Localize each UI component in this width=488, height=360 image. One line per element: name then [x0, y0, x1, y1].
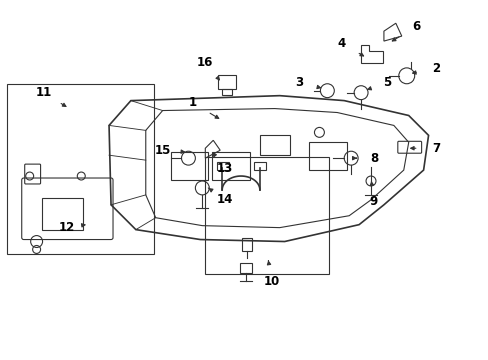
Text: 6: 6: [412, 20, 420, 33]
Bar: [205, 157, 328, 274]
Text: 14: 14: [217, 193, 233, 206]
Bar: [170, 152, 208, 180]
Text: 8: 8: [369, 152, 377, 165]
Bar: [259, 135, 289, 155]
Bar: [41, 198, 83, 230]
Text: 10: 10: [263, 275, 279, 288]
Text: 3: 3: [295, 76, 303, 89]
Bar: [309, 142, 346, 170]
Bar: [222, 89, 232, 95]
Text: 2: 2: [431, 62, 440, 75]
Text: 1: 1: [188, 96, 196, 109]
Bar: [218, 75, 236, 89]
Text: 11: 11: [35, 86, 52, 99]
Bar: [253, 162, 265, 170]
Text: 7: 7: [431, 142, 440, 155]
Bar: [212, 152, 249, 180]
Bar: [240, 264, 251, 273]
Text: 4: 4: [336, 37, 345, 50]
Text: 9: 9: [369, 195, 377, 208]
Text: 15: 15: [154, 144, 170, 157]
Text: 5: 5: [382, 76, 390, 89]
Bar: [7, 84, 153, 255]
Text: 13: 13: [217, 162, 233, 175]
Bar: [242, 238, 251, 251]
Text: 12: 12: [58, 221, 74, 234]
Text: 16: 16: [197, 57, 213, 69]
Bar: [217, 162, 229, 170]
